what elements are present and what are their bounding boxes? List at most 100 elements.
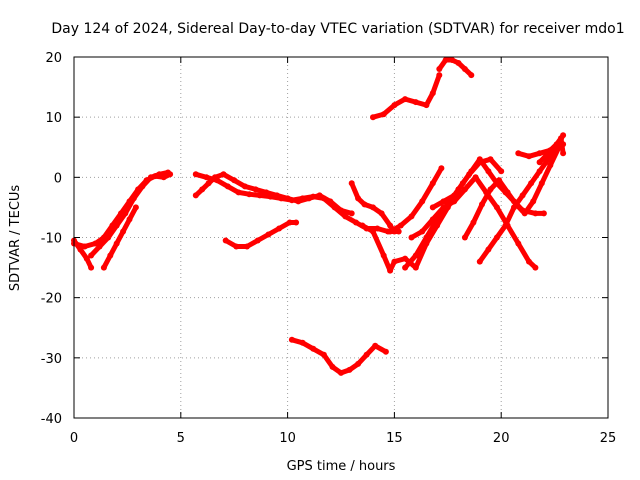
data-point — [113, 222, 120, 229]
data-point — [560, 150, 567, 157]
data-point — [348, 180, 355, 187]
data-point — [429, 204, 436, 211]
data-point — [412, 252, 419, 259]
x-axis-label: GPS time / hours — [287, 459, 396, 474]
y-tick-label: -40 — [41, 412, 62, 427]
data-point — [359, 222, 366, 229]
data-point — [224, 183, 231, 190]
data-point — [288, 336, 295, 343]
y-tick-label: 0 — [54, 171, 62, 186]
data-point — [122, 210, 129, 217]
data-point — [451, 198, 458, 205]
data-point — [459, 180, 466, 187]
data-point — [265, 231, 272, 238]
data-point — [449, 57, 456, 63]
data-point — [205, 180, 212, 187]
data-point — [278, 195, 285, 202]
data-point — [276, 225, 283, 232]
axis-ticks: 0 5 10 15 20 25 -40 -30 -20 -10 0 10 20 — [41, 51, 617, 446]
data-point — [165, 169, 171, 176]
data-point — [233, 243, 240, 250]
data-point — [391, 258, 398, 265]
data-point — [515, 150, 522, 157]
data-point — [130, 195, 137, 202]
data-point — [92, 240, 99, 247]
data-point — [88, 252, 95, 259]
data-point — [105, 234, 112, 241]
data-point — [479, 201, 485, 208]
data-point — [502, 222, 509, 229]
data-trace-arc-17 — [462, 144, 562, 240]
data-point — [408, 213, 415, 220]
data-point — [83, 255, 90, 262]
data-point — [485, 168, 492, 175]
data-point — [472, 174, 479, 181]
data-point — [387, 228, 394, 235]
data-point — [530, 198, 537, 205]
data-point — [342, 213, 349, 220]
data-point — [451, 192, 458, 199]
data-point — [538, 180, 545, 187]
data-point — [440, 204, 447, 211]
data-point — [374, 225, 381, 232]
data-point — [532, 210, 539, 217]
data-point — [348, 210, 355, 217]
data-point — [370, 204, 376, 211]
data-point — [256, 192, 263, 199]
data-point — [442, 57, 449, 63]
x-tick-label: 25 — [600, 431, 617, 446]
data-point — [132, 204, 139, 211]
data-point — [547, 162, 554, 169]
data-point — [156, 171, 163, 178]
data-point — [361, 201, 368, 208]
data-point — [372, 342, 379, 349]
data-point — [429, 180, 436, 187]
data-point — [378, 210, 385, 217]
data-point — [440, 198, 447, 205]
y-tick-label: -30 — [41, 352, 62, 367]
data-point — [487, 186, 494, 193]
data-point — [241, 183, 248, 190]
data-point — [408, 234, 415, 241]
y-tick-label: 10 — [45, 111, 62, 126]
data-point — [536, 159, 543, 166]
data-point — [310, 193, 317, 200]
data-point — [346, 366, 353, 373]
data-point — [310, 345, 317, 352]
data-point — [113, 240, 120, 247]
data-point — [338, 369, 344, 376]
data-point — [220, 171, 227, 178]
x-tick-label: 10 — [279, 431, 296, 446]
data-point — [214, 177, 221, 184]
data-point — [560, 141, 567, 148]
data-point — [363, 351, 370, 358]
data-point — [192, 171, 199, 178]
data-point — [235, 189, 242, 196]
data-point — [545, 150, 552, 157]
data-point — [397, 222, 404, 229]
grid — [74, 57, 608, 418]
data-point — [402, 96, 409, 103]
data-point — [461, 186, 468, 193]
data-point — [353, 219, 359, 226]
x-tick-label: 0 — [70, 431, 78, 446]
data-point — [120, 228, 127, 235]
data-trace-arc-11 — [370, 72, 442, 120]
data-point — [498, 168, 505, 175]
data-point — [246, 191, 253, 198]
data-point — [203, 174, 210, 181]
data-point — [476, 258, 483, 265]
data-point — [107, 252, 114, 259]
data-point — [288, 197, 295, 204]
data-point — [382, 348, 389, 355]
data-point — [293, 219, 300, 226]
data-point — [96, 243, 103, 250]
data-point — [496, 177, 503, 184]
data-point — [88, 264, 95, 271]
data-point — [485, 246, 492, 253]
data-point — [299, 339, 306, 346]
data-point — [147, 174, 154, 181]
data-point — [487, 156, 494, 163]
data-point — [553, 144, 560, 151]
